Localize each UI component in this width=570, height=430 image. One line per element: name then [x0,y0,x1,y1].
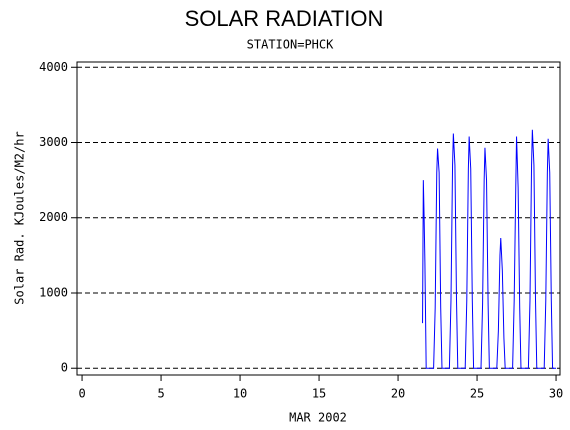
x-tick-label: 10 [233,387,247,401]
y-axis-label: Solar Rad. KJoules/M2/hr [13,131,27,304]
y-tick-label: 4000 [39,60,68,74]
x-axis-label: MAR 2002 [289,411,347,425]
x-tick-label: 25 [470,387,484,401]
y-tick-label: 1000 [39,285,68,299]
x-tick-label: 5 [157,387,164,401]
chart-subtitle: STATION=PHCK [247,38,334,52]
x-tick-label: 20 [391,387,405,401]
x-tick-label: 0 [78,387,85,401]
chart-title: SOLAR RADIATION [185,6,384,31]
y-tick-label: 3000 [39,135,68,149]
data-line [422,129,557,369]
plot-frame [76,61,561,376]
y-tick-label: 2000 [39,210,68,224]
x-tick-label: 30 [549,387,563,401]
y-tick-label: 0 [61,361,68,375]
x-tick-label: 15 [312,387,326,401]
